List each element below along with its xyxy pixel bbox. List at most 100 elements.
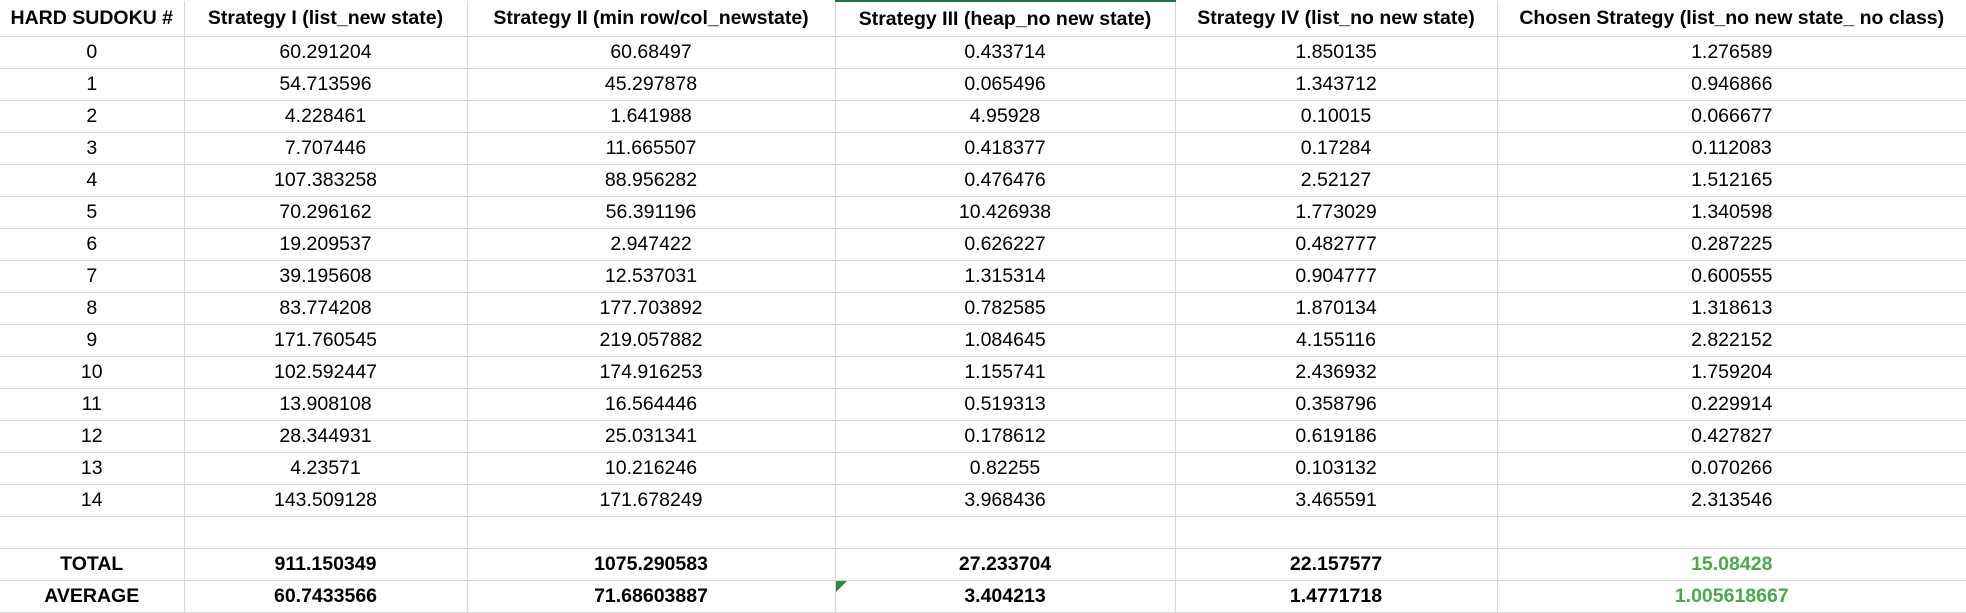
table-cell[interactable]: 2.436932 — [1175, 356, 1498, 389]
total-cell[interactable]: 27.233704 — [835, 548, 1176, 581]
table-cell[interactable]: 1.512165 — [1497, 164, 1966, 197]
table-cell[interactable]: 0.626227 — [835, 228, 1176, 261]
table-cell[interactable]: 3.465591 — [1175, 484, 1498, 517]
table-cell[interactable]: 11.665507 — [467, 132, 836, 165]
table-cell[interactable]: 70.296162 — [184, 196, 468, 229]
table-cell[interactable]: 2.313546 — [1497, 484, 1966, 517]
header-cell-strategy-3[interactable]: Strategy III (heap_no new state) — [835, 0, 1176, 37]
table-cell[interactable]: 1.155741 — [835, 356, 1176, 389]
table-cell[interactable]: 171.760545 — [184, 324, 468, 357]
header-cell-chosen-strategy[interactable]: Chosen Strategy (list_no new state_ no c… — [1497, 1, 1966, 37]
table-cell[interactable]: 0.482777 — [1175, 228, 1498, 261]
table-cell[interactable]: 0.82255 — [835, 452, 1176, 485]
table-cell[interactable]: 2.947422 — [467, 228, 836, 261]
table-cell[interactable]: 174.916253 — [467, 356, 836, 389]
table-cell[interactable]: 4.228461 — [184, 100, 468, 133]
table-cell[interactable]: 12 — [0, 420, 185, 453]
average-cell[interactable]: 1.4771718 — [1175, 580, 1498, 613]
table-cell[interactable]: 6 — [0, 228, 185, 261]
table-cell[interactable]: 10.216246 — [467, 452, 836, 485]
table-cell[interactable]: 0.10015 — [1175, 100, 1498, 133]
table-cell[interactable]: 11 — [0, 388, 185, 421]
total-cell-chosen[interactable]: 15.08428 — [1497, 548, 1966, 581]
table-cell[interactable]: 25.031341 — [467, 420, 836, 453]
table-cell[interactable]: 16.564446 — [467, 388, 836, 421]
table-cell[interactable]: 2.822152 — [1497, 324, 1966, 357]
header-cell-strategy-1[interactable]: Strategy I (list_new state) — [184, 1, 468, 37]
table-cell[interactable]: 0.427827 — [1497, 420, 1966, 453]
empty-cell[interactable] — [467, 516, 836, 549]
table-cell[interactable]: 0.904777 — [1175, 260, 1498, 293]
table-cell[interactable]: 1.084645 — [835, 324, 1176, 357]
average-label[interactable]: AVERAGE — [0, 580, 185, 613]
table-cell[interactable]: 171.678249 — [467, 484, 836, 517]
average-cell[interactable]: 71.68603887 — [467, 580, 836, 613]
table-cell[interactable]: 0.600555 — [1497, 260, 1966, 293]
table-cell[interactable]: 0.103132 — [1175, 452, 1498, 485]
table-cell[interactable]: 9 — [0, 324, 185, 357]
empty-cell[interactable] — [1497, 516, 1966, 549]
table-cell[interactable]: 177.703892 — [467, 292, 836, 325]
table-cell[interactable]: 3 — [0, 132, 185, 165]
average-cell[interactable]: 60.7433566 — [184, 580, 468, 613]
table-cell[interactable]: 13.908108 — [184, 388, 468, 421]
table-cell[interactable]: 19.209537 — [184, 228, 468, 261]
table-cell[interactable]: 0.433714 — [835, 36, 1176, 69]
table-cell[interactable]: 28.344931 — [184, 420, 468, 453]
table-cell[interactable]: 88.956282 — [467, 164, 836, 197]
table-cell[interactable]: 12.537031 — [467, 260, 836, 293]
header-cell-strategy-4[interactable]: Strategy IV (list_no new state) — [1175, 1, 1498, 37]
table-cell[interactable]: 0.519313 — [835, 388, 1176, 421]
table-cell[interactable]: 1 — [0, 68, 185, 101]
table-cell[interactable]: 143.509128 — [184, 484, 468, 517]
table-cell[interactable]: 56.391196 — [467, 196, 836, 229]
average-cell-chosen[interactable]: 1.005618667 — [1497, 580, 1966, 613]
table-cell[interactable]: 4.23571 — [184, 452, 468, 485]
table-cell[interactable]: 0.619186 — [1175, 420, 1498, 453]
table-cell[interactable]: 0.782585 — [835, 292, 1176, 325]
table-cell[interactable]: 0.476476 — [835, 164, 1176, 197]
table-cell[interactable]: 0.066677 — [1497, 100, 1966, 133]
table-cell[interactable]: 4.155116 — [1175, 324, 1498, 357]
table-cell[interactable]: 1.276589 — [1497, 36, 1966, 69]
table-cell[interactable]: 3.968436 — [835, 484, 1176, 517]
table-cell[interactable]: 1.850135 — [1175, 36, 1498, 69]
table-cell[interactable]: 219.057882 — [467, 324, 836, 357]
table-cell[interactable]: 0.287225 — [1497, 228, 1966, 261]
total-cell[interactable]: 1075.290583 — [467, 548, 836, 581]
table-cell[interactable]: 1.340598 — [1497, 196, 1966, 229]
table-cell[interactable]: 4 — [0, 164, 185, 197]
table-cell[interactable]: 0.178612 — [835, 420, 1176, 453]
table-cell[interactable]: 10.426938 — [835, 196, 1176, 229]
table-cell[interactable]: 5 — [0, 196, 185, 229]
table-cell[interactable]: 8 — [0, 292, 185, 325]
table-cell[interactable]: 0.112083 — [1497, 132, 1966, 165]
table-cell[interactable]: 10 — [0, 356, 185, 389]
table-cell[interactable]: 0.17284 — [1175, 132, 1498, 165]
table-cell[interactable]: 107.383258 — [184, 164, 468, 197]
table-cell[interactable]: 83.774208 — [184, 292, 468, 325]
table-cell[interactable]: 13 — [0, 452, 185, 485]
header-cell-sudoku-number[interactable]: HARD SUDOKU # — [0, 1, 185, 37]
total-cell[interactable]: 22.157577 — [1175, 548, 1498, 581]
table-cell[interactable]: 0.358796 — [1175, 388, 1498, 421]
table-cell[interactable]: 2.52127 — [1175, 164, 1498, 197]
table-cell[interactable]: 2 — [0, 100, 185, 133]
empty-cell[interactable] — [0, 516, 185, 549]
table-cell[interactable]: 60.68497 — [467, 36, 836, 69]
table-cell[interactable]: 39.195608 — [184, 260, 468, 293]
table-cell[interactable]: 0.065496 — [835, 68, 1176, 101]
table-cell[interactable]: 1.318613 — [1497, 292, 1966, 325]
table-cell[interactable]: 1.773029 — [1175, 196, 1498, 229]
empty-cell[interactable] — [1175, 516, 1498, 549]
table-cell[interactable]: 1.315314 — [835, 260, 1176, 293]
table-cell[interactable]: 102.592447 — [184, 356, 468, 389]
table-cell[interactable]: 0.070266 — [1497, 452, 1966, 485]
empty-cell[interactable] — [184, 516, 468, 549]
table-cell[interactable]: 45.297878 — [467, 68, 836, 101]
table-cell[interactable]: 0.229914 — [1497, 388, 1966, 421]
table-cell[interactable]: 7.707446 — [184, 132, 468, 165]
table-cell[interactable]: 1.759204 — [1497, 356, 1966, 389]
table-cell[interactable]: 1.641988 — [467, 100, 836, 133]
average-cell-strategy-3[interactable]: 3.404213 — [835, 580, 1176, 613]
